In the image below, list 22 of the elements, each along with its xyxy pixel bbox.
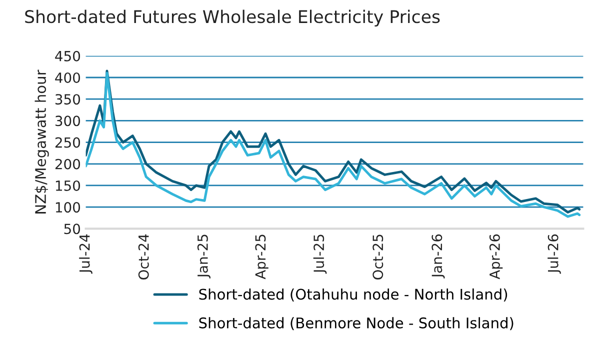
y-tick-label: 50 xyxy=(64,224,80,234)
y-tick-label: 450 xyxy=(55,50,80,62)
x-tick-label: Jan-26 xyxy=(432,234,445,278)
y-tick-label: 250 xyxy=(55,137,80,148)
legend-label: Short-dated (Benmore Node - South Island) xyxy=(199,317,514,330)
y-tick-label: 300 xyxy=(55,116,80,126)
x-tick-label: Oct-25 xyxy=(372,234,384,280)
chart-title: Short-dated Futures Wholesale Electricity Prices xyxy=(25,10,440,27)
y-tick-label: 150 xyxy=(56,180,80,191)
x-tick-label: Jul-24 xyxy=(79,234,92,274)
y-tick-label: 350 xyxy=(55,94,80,105)
legend-label: Short-dated (Otahuhu node - North Island) xyxy=(199,288,508,302)
x-tick-label: Oct-24 xyxy=(138,234,149,280)
x-tick-label: Jul-25 xyxy=(313,234,327,274)
x-tick-label: Apr-26 xyxy=(489,234,503,280)
y-axis-title: NZ$/Megawatt hour xyxy=(34,70,49,214)
y-tick-label: 200 xyxy=(55,158,80,170)
x-tick-label: Jul-26 xyxy=(548,234,561,274)
x-tick-label: Apr-25 xyxy=(255,234,268,280)
x-tick-label: Jan-25 xyxy=(197,234,211,278)
y-tick-label: 100 xyxy=(56,202,80,213)
y-tick-label: 400 xyxy=(55,72,80,83)
